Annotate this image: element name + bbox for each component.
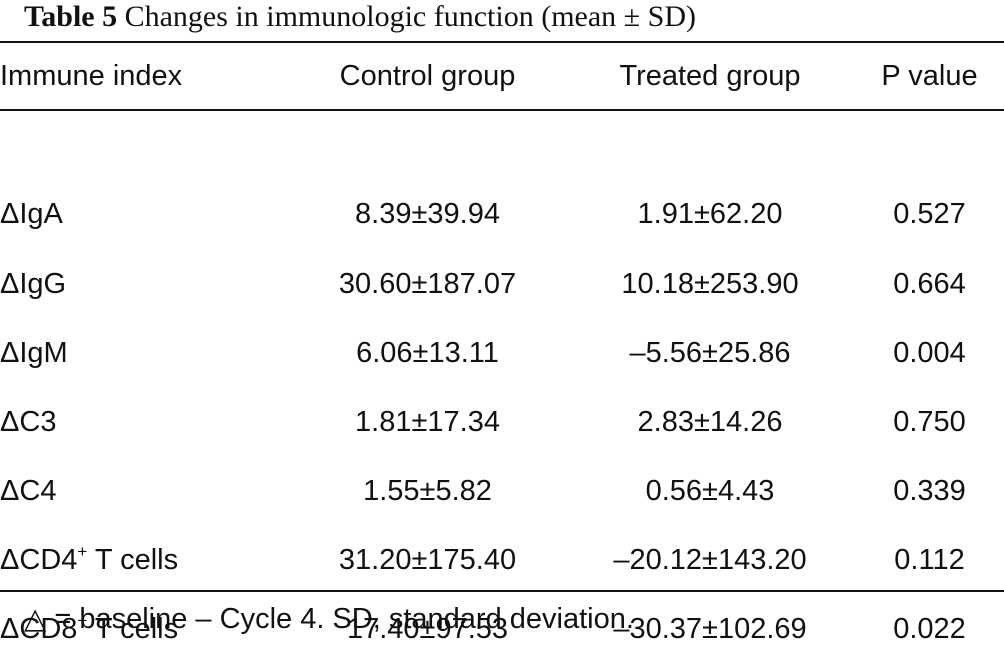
treated-group-cell: –20.12±143.20 <box>613 544 807 576</box>
column-header-p-value: P value <box>881 59 978 92</box>
column-header-immune-index: Immune index <box>0 59 183 92</box>
p-value-cell: 0.004 <box>893 337 966 369</box>
control-group-cell: 6.06±13.11 <box>356 337 499 369</box>
p-value-cell: 0.750 <box>893 406 966 438</box>
control-group-cell: 31.20±175.40 <box>338 544 517 576</box>
column-header-control-group: Control group <box>339 59 516 92</box>
p-value-cell: 0.664 <box>893 268 966 300</box>
superscript-plus: + <box>77 611 88 630</box>
control-group-cell: 1.55±5.82 <box>363 475 492 507</box>
p-value-cell: 0.022 <box>893 613 966 645</box>
control-group-cell: 30.60±187.07 <box>338 268 517 300</box>
table-row: ΔCD4+ T cells 31.20±175.40 –20.12±143.20… <box>0 526 1004 595</box>
table-row: ΔIgG 30.60±187.07 10.18±253.90 0.664 <box>0 250 1004 319</box>
treated-group-cell: 10.18±253.90 <box>621 268 799 300</box>
p-value-cell: 0.339 <box>893 475 966 507</box>
table-row: ΔIgA 8.39±39.94 1.91±62.20 0.527 <box>0 178 1004 250</box>
table-header-row: Immune index Control group Treated group… <box>0 43 1004 109</box>
superscript-plus: + <box>77 542 88 561</box>
control-group-cell: 17.40±97.53 <box>346 613 509 645</box>
immune-index-cell: ΔIgM <box>0 337 68 369</box>
immune-index-cell: ΔCD4+ T cells <box>0 542 179 576</box>
treated-group-cell: 1.91±62.20 <box>637 197 783 230</box>
table-row: ΔCD8+ T cells 17.40±97.53 –30.37±102.69 … <box>0 595 1004 664</box>
table-row: ΔC3 1.81±17.34 2.83±14.26 0.750 <box>0 388 1004 457</box>
treated-group-cell: –30.37±102.69 <box>613 613 807 645</box>
treated-group-cell: –5.56±25.86 <box>629 337 791 369</box>
p-value-cell: 0.527 <box>893 197 966 230</box>
table-caption-title: Changes in immunologic function (mean ± … <box>124 0 696 33</box>
table-caption-label: Table 5 <box>24 0 118 33</box>
table-footnote: △ = baseline – Cycle 4. SD, standard dev… <box>24 603 634 635</box>
immune-index-cell: ΔIgA <box>0 197 63 230</box>
immune-index-cell: ΔC4 <box>0 475 57 507</box>
column-header-treated-group: Treated group <box>619 59 801 92</box>
immune-index-cell: ΔCD8+ T cells <box>0 611 179 645</box>
p-value-cell: 0.112 <box>894 544 965 576</box>
bottom-rule <box>0 590 1004 592</box>
table-row: ΔIgM 6.06±13.11 –5.56±25.86 0.004 <box>0 319 1004 388</box>
immunologic-function-table: Immune index Control group Treated group… <box>0 43 1004 664</box>
table-caption: Table 5 Changes in immunologic function … <box>24 0 696 38</box>
header-rule <box>0 109 1004 111</box>
top-rule <box>0 41 1004 43</box>
table-row: ΔC4 1.55±5.82 0.56±4.43 0.339 <box>0 457 1004 526</box>
control-group-cell: 1.81±17.34 <box>355 406 500 438</box>
immune-index-cell: ΔIgG <box>0 268 67 300</box>
treated-group-cell: 0.56±4.43 <box>645 475 775 507</box>
immune-index-cell: ΔC3 <box>0 406 57 438</box>
treated-group-cell: 2.83±14.26 <box>637 406 783 438</box>
control-group-cell: 8.39±39.94 <box>355 197 500 230</box>
